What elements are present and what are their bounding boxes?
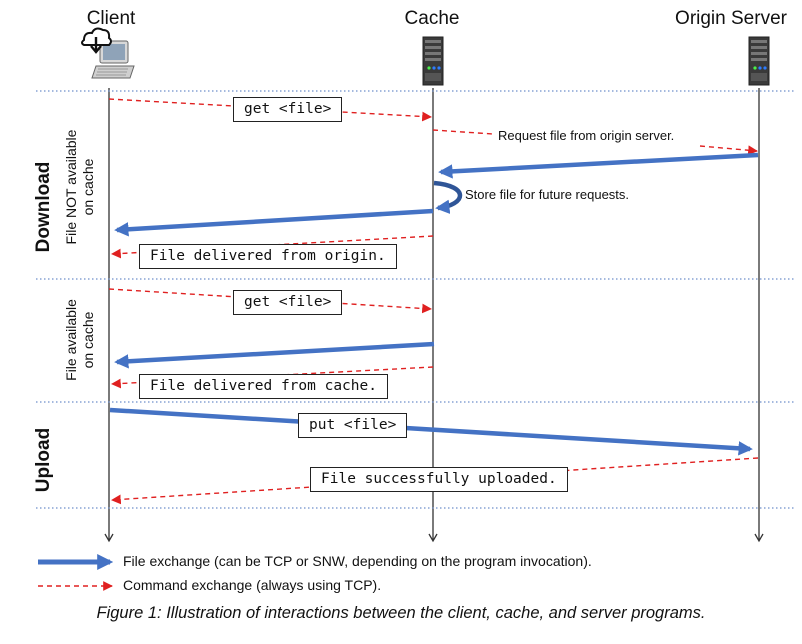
note-store-file: Store file for future requests.	[465, 187, 630, 202]
msg-delivered-cache: File delivered from cache.	[139, 374, 388, 399]
section-separators	[36, 90, 796, 509]
upload-label: Upload	[33, 427, 54, 493]
cache-server-icon	[422, 36, 444, 86]
msg-uploaded: File successfully uploaded.	[310, 467, 568, 492]
arrow-file-to-client-1	[114, 208, 434, 237]
arrow-file-from-origin	[438, 152, 759, 179]
not-available-line2: on cache	[80, 158, 96, 216]
msg-put-file: put <file>	[298, 413, 408, 438]
legend-file-exchange: File exchange (can be TCP or SNW, depend…	[123, 553, 592, 569]
note-request-origin: Request file from origin server.	[498, 128, 675, 143]
origin-server-label: Origin Server	[675, 8, 787, 29]
available-label: File available on cache	[63, 299, 97, 381]
store-loop-arrow	[433, 180, 463, 214]
available-line2: on cache	[80, 311, 96, 369]
client-label: Client	[86, 8, 136, 29]
client-computer-icon	[81, 27, 135, 79]
available-line1: File available	[63, 299, 79, 381]
arrow-request-origin-part1	[432, 129, 494, 135]
not-available-line1: File NOT available	[63, 129, 79, 245]
arrow-request-origin-part2	[699, 145, 758, 156]
msg-get-file-1: get <file>	[233, 97, 343, 122]
msg-delivered-origin: File delivered from origin.	[139, 244, 397, 269]
not-available-label: File NOT available on cache	[63, 130, 97, 245]
origin-server-icon	[748, 36, 770, 86]
download-label: Download	[33, 161, 54, 253]
cache-label: Cache	[404, 8, 460, 29]
legend-command-exchange: Command exchange (always using TCP).	[123, 577, 382, 593]
arrow-put-file	[109, 407, 753, 456]
arrow-file-to-client-2	[114, 341, 435, 369]
msg-get-file-2: get <file>	[233, 290, 343, 315]
figure-caption: Figure 1: Illustration of interactions b…	[96, 604, 706, 622]
